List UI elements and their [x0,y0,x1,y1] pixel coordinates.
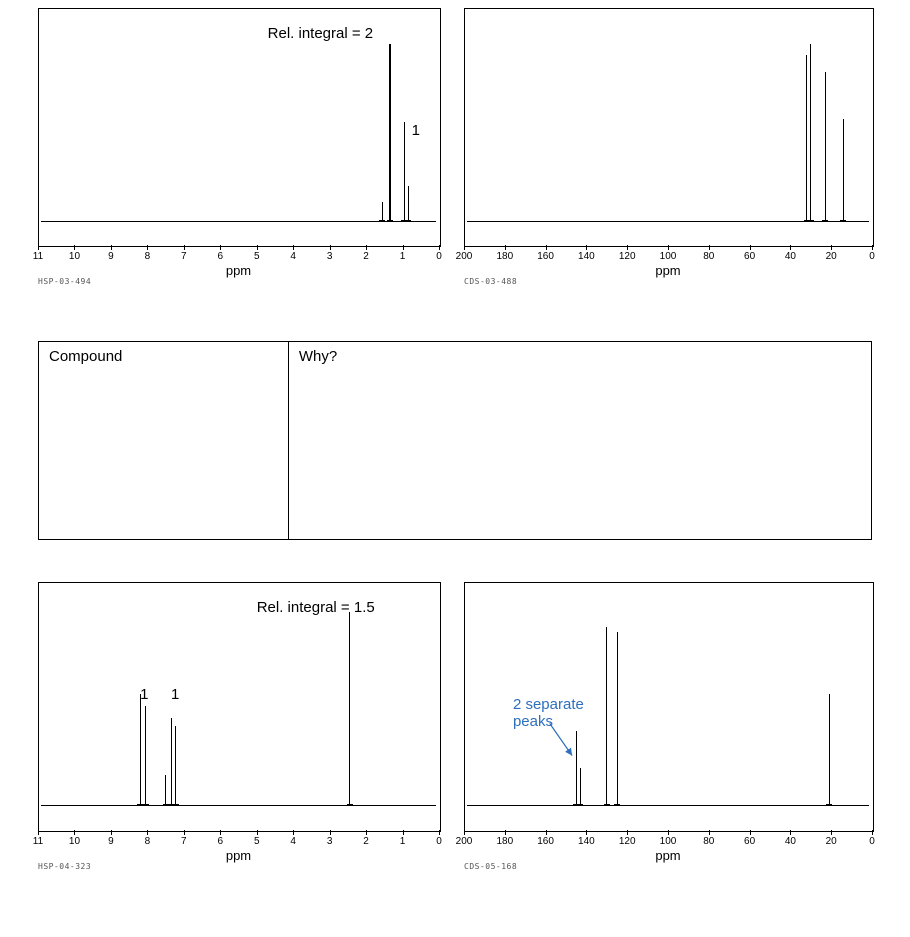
answer-box-col-label-0: Compound [49,348,122,365]
page-root: 11109876543210ppmHSP-03-494Rel. integral… [0,0,910,937]
answer-box-col-label-1: Why? [299,348,337,365]
answer-box: Compound Why? [38,341,872,540]
answer-box-col-0: Compound [39,342,289,540]
answer-box-col-1: Why? [288,342,871,540]
